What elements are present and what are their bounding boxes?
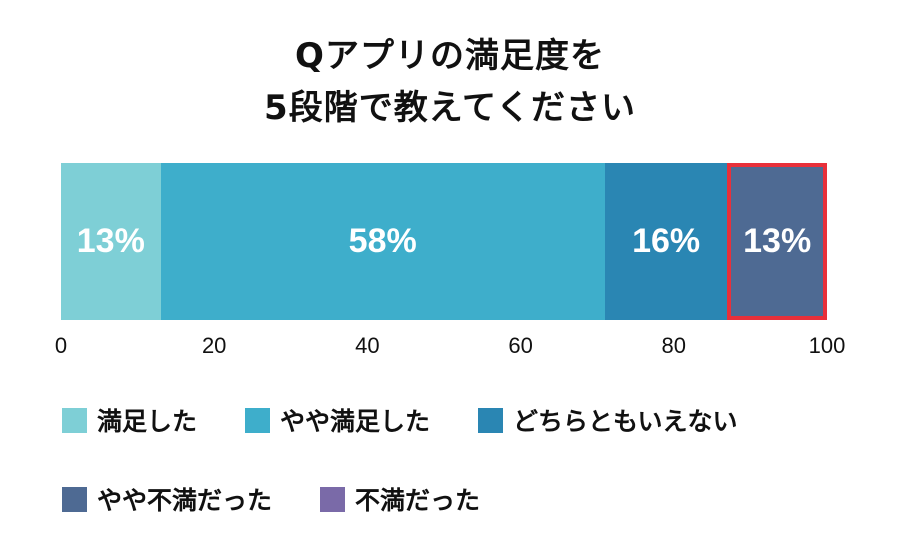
bar-segment: 13% xyxy=(61,163,161,320)
x-tick-label: 60 xyxy=(508,333,533,358)
legend-label: やや満足した xyxy=(280,407,431,436)
x-tick-label: 100 xyxy=(808,333,846,358)
x-tick-label: 20 xyxy=(201,333,227,358)
stacked-bar: 13% 58% 16% 13% xyxy=(61,163,827,320)
legend-item: やや満足した xyxy=(245,402,430,438)
legend-swatch-icon xyxy=(478,407,504,433)
legend-swatch-icon xyxy=(320,486,346,512)
x-tick-label: 0 xyxy=(54,333,68,358)
segment-value-label: 16% xyxy=(632,222,701,260)
legend-label: 不満だった xyxy=(355,486,481,515)
legend-item: 満足した xyxy=(62,402,197,438)
segment-value-label: 58% xyxy=(348,222,417,260)
legend-label: やや不満だった xyxy=(97,486,273,515)
x-axis: 0 20 40 60 80 100 xyxy=(0,333,900,363)
segment-value-label: 13% xyxy=(76,222,145,260)
bar-segment: 13% xyxy=(727,163,827,320)
x-tick-label: 40 xyxy=(355,333,380,358)
legend-swatch-icon xyxy=(245,407,271,433)
legend-row: やや不満だった 不満だった xyxy=(62,477,892,521)
legend: 満足した やや満足した どちらともいえないやや不満だった 不満だった xyxy=(62,398,892,556)
legend-label: 満足した xyxy=(97,407,198,436)
legend-label: どちらともいえない xyxy=(513,407,738,436)
legend-swatch-icon xyxy=(62,486,87,512)
bar-segment: 58% xyxy=(160,163,605,320)
x-tick-label: 80 xyxy=(661,333,687,358)
chart-title: Qアプリの満足度を 5段階で教えてください xyxy=(0,30,900,134)
chart-title-line-1: Qアプリの満足度を xyxy=(295,36,605,76)
legend-item: 不満だった xyxy=(320,481,480,517)
legend-swatch-icon xyxy=(62,407,87,433)
legend-row: 満足した やや満足した どちらともいえない xyxy=(62,398,892,442)
legend-item: やや不満だった xyxy=(62,481,272,517)
legend-item: どちらともいえない xyxy=(478,402,738,438)
chart-title-line-2: 5段階で教えてください xyxy=(264,88,636,128)
segment-value-label: 13% xyxy=(743,222,812,260)
bar-segment: 16% xyxy=(604,163,728,320)
